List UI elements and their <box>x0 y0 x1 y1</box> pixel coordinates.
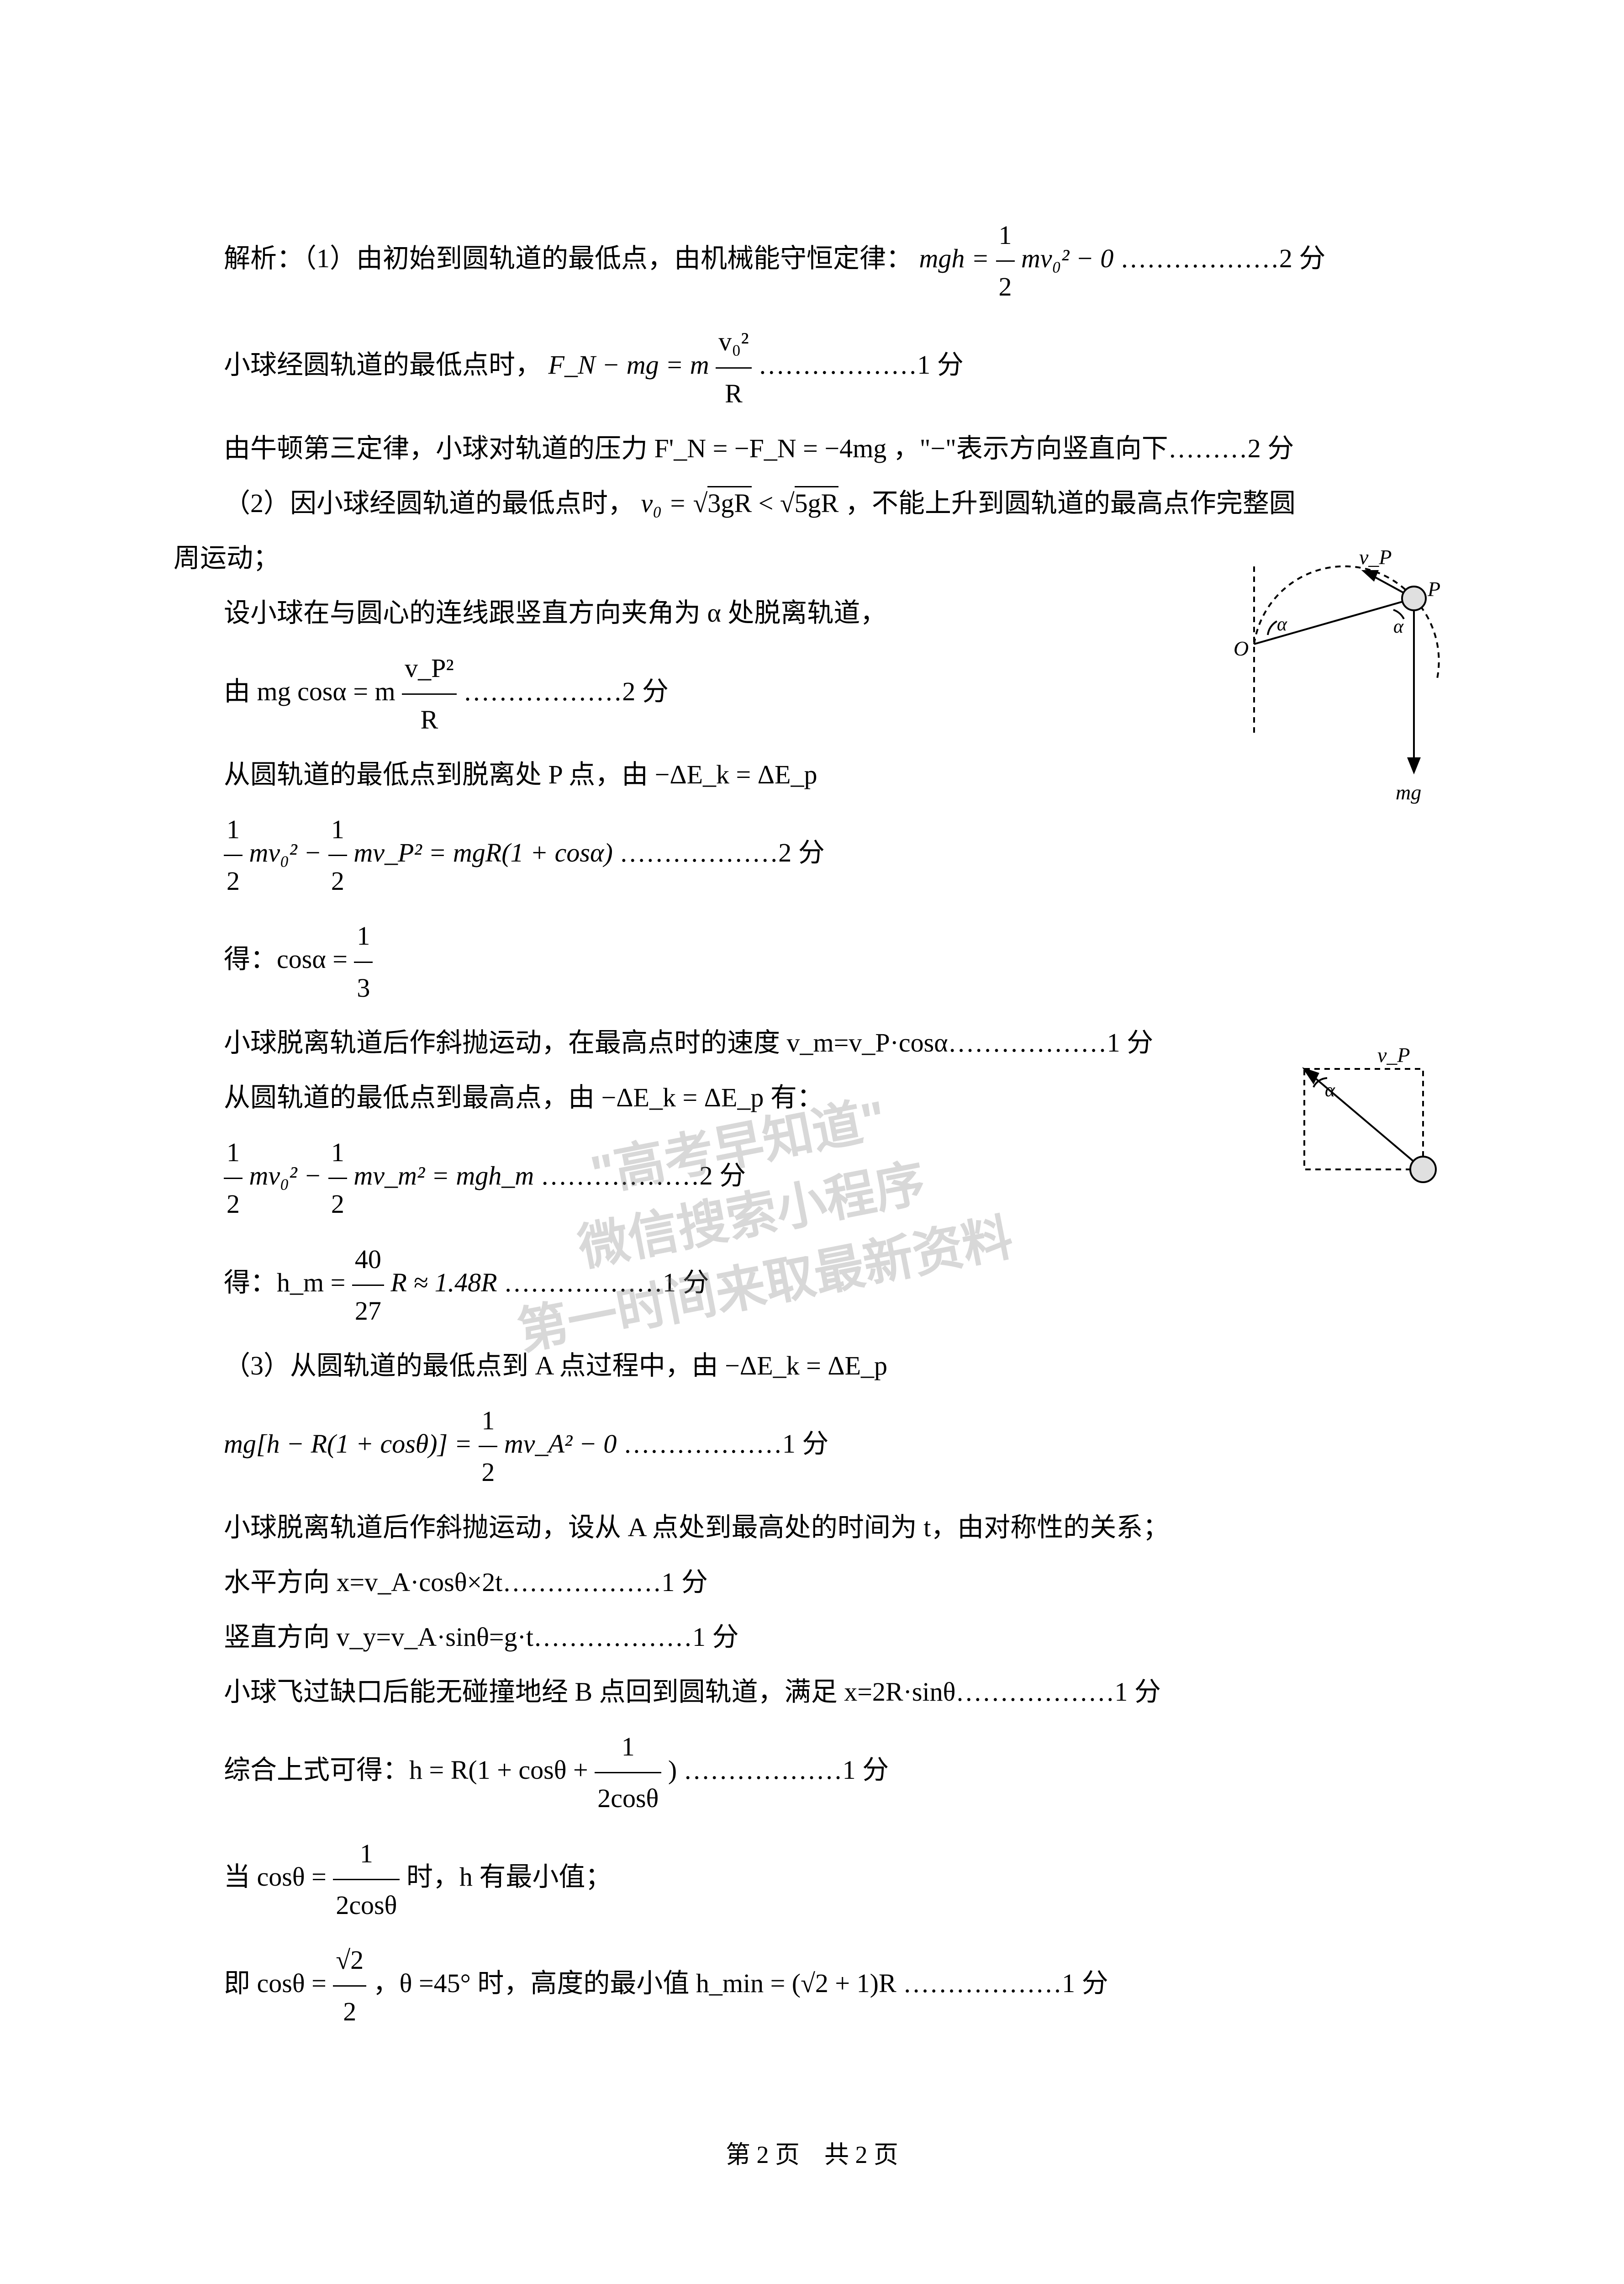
score-dots: ………………2 分 <box>541 1161 746 1190</box>
label-vp: v_P <box>1359 545 1392 569</box>
text: 综合上式可得：h = R(1 + cosθ + <box>224 1755 595 1785</box>
text: 从圆轨道的最低点到最高点，由 −ΔE_k = ΔE_p 有： <box>224 1083 823 1112</box>
text: 竖直方向 v_y=v_A·sinθ=g·t………………1 分 <box>224 1622 739 1652</box>
text: （2）因小球经圆轨道的最低点时， <box>224 488 634 518</box>
text: 小球飞过缺口后能无碰撞地经 B 点回到圆轨道，满足 x=2R·sinθ……………… <box>224 1677 1161 1707</box>
solution-line-2: 小球经圆轨道的最低点时， F_N − mg = m v₀² R ………………1 … <box>164 317 1460 418</box>
solution-line-3: 由牛顿第三定律，小球对轨道的压力 F'_N = −F_N = −4mg ，"−"… <box>164 423 1460 474</box>
solution-line-9: 1 2 mv₀² − 1 2 mv_P² = mgR(1 + cosα) ………… <box>164 804 1460 906</box>
sqrt: 3gR <box>707 486 752 518</box>
solution-line-21: 综合上式可得：h = R(1 + cosθ + 1 2cosθ ) ………………… <box>164 1722 1460 1824</box>
text: 水平方向 x=v_A·cosθ×2t………………1 分 <box>224 1567 708 1597</box>
score-dots: ………………1 分 <box>504 1268 709 1297</box>
text: 由 mg cosα = m <box>224 677 395 706</box>
solution-line-19: 竖直方向 v_y=v_A·sinθ=g·t………………1 分 <box>164 1612 1460 1662</box>
solution-line-14: 得：h_m = 40 27 R ≈ 1.48R ………………1 分 <box>164 1234 1460 1336</box>
score-dots: ………………1 分 <box>684 1755 889 1785</box>
text: 小球脱离轨道后作斜抛运动，设从 A 点处到最高处的时间为 t，由对称性的关系； <box>224 1512 1169 1542</box>
solution-line-20: 小球飞过缺口后能无碰撞地经 B 点回到圆轨道，满足 x=2R·sinθ……………… <box>164 1667 1460 1717</box>
eq: mg[h − R(1 + cosθ)] = <box>224 1429 479 1459</box>
solution-line-11: 小球脱离轨道后作斜抛运动，在最高点时的速度 v_m=v_P·cosα………………… <box>164 1018 1460 1068</box>
score-dots: ………………2 分 <box>619 838 825 867</box>
text: 周运动； <box>174 543 279 573</box>
solution-line-17: 小球脱离轨道后作斜抛运动，设从 A 点处到最高处的时间为 t，由对称性的关系； <box>164 1502 1460 1553</box>
text: 时，h 有最小值； <box>406 1862 612 1892</box>
text: （3）从圆轨道的最低点到 A 点过程中，由 −ΔE_k = ΔE_p <box>224 1351 887 1380</box>
circular-motion-diagram: v_P P O α α mg <box>1213 544 1450 809</box>
text: 小球经圆轨道的最低点时， <box>224 350 542 380</box>
label-vp: v_P <box>1377 1043 1410 1067</box>
fraction: 1 2 <box>996 210 1015 312</box>
eq: v₀ = <box>641 488 693 518</box>
solution-line-18: 水平方向 x=v_A·cosθ×2t………………1 分 <box>164 1557 1460 1607</box>
fraction: v₀² R <box>716 317 752 418</box>
label-alpha2: α <box>1393 616 1404 637</box>
fraction: √2 2 <box>333 1935 366 2037</box>
solution-line-10: 得：cosα = 1 3 <box>164 911 1460 1013</box>
label-O: O <box>1234 637 1249 660</box>
fraction: 1 2cosθ <box>595 1722 661 1824</box>
text: 小球脱离轨道后作斜抛运动，在最高点时的速度 v_m=v_P·cosα………………… <box>224 1028 1153 1057</box>
eq: mv₀² − 0 <box>1021 243 1113 273</box>
text: 当 cosθ = <box>224 1862 333 1892</box>
solution-line-4: （2）因小球经圆轨道的最低点时， v₀ = √3gR < √5gR ，不能上升到… <box>164 478 1460 529</box>
text: 由牛顿第三定律，小球对轨道的压力 F'_N = −F_N = −4mg ，"−"… <box>224 434 1294 463</box>
text: 得：h_m = <box>224 1268 352 1297</box>
eq: mv_m² = mgh_m <box>353 1161 534 1190</box>
fraction: 1 2 <box>224 804 243 906</box>
fraction: 1 2 <box>328 1127 347 1229</box>
eq: mv_A² − 0 <box>504 1429 617 1459</box>
text: 解析：（1）由初始到圆轨道的最低点，由机械能守恒定律： <box>224 243 912 273</box>
text: 得：cosα = <box>224 944 354 974</box>
solution-line-1: 解析：（1）由初始到圆轨道的最低点，由机械能守恒定律： mgh = 1 2 mv… <box>164 210 1460 312</box>
label-alpha1: α <box>1277 614 1287 635</box>
solution-line-22: 当 cosθ = 1 2cosθ 时，h 有最小值； <box>164 1829 1460 1930</box>
fraction: 1 3 <box>354 911 373 1013</box>
score-dots: ………………2 分 <box>1120 243 1326 273</box>
text: 即 cosθ = <box>224 1968 333 1998</box>
label-mg: mg <box>1396 781 1421 804</box>
fraction: 1 2 <box>224 1127 243 1229</box>
sqrt: 5gR <box>795 486 839 518</box>
score-dots: ………………2 分 <box>463 677 669 706</box>
text: ) <box>668 1755 677 1785</box>
fraction: 40 27 <box>352 1234 384 1336</box>
fraction: 1 2 <box>328 804 347 906</box>
label-P: P <box>1427 577 1440 601</box>
solution-line-23: 即 cosθ = √2 2 ，θ =45° 时，高度的最小值 h_min = (… <box>164 1935 1460 2037</box>
eq: mv_P² = mgR(1 + cosα) <box>353 838 612 867</box>
score-dots: ………………1 分 <box>758 350 964 380</box>
text: 从圆轨道的最低点到脱离处 P 点，由 −ΔE_k = ΔE_p <box>224 760 817 789</box>
fraction: 1 2cosθ <box>333 1829 400 1930</box>
text: ，θ =45° 时，高度的最小值 h_min = (√2 + 1)R <box>373 1968 896 1998</box>
fraction: v_P² R <box>402 643 457 745</box>
eq: R ≈ 1.48R <box>390 1268 497 1297</box>
solution-line-15: （3）从圆轨道的最低点到 A 点过程中，由 −ΔE_k = ΔE_p <box>164 1341 1460 1391</box>
fraction: 1 2 <box>479 1396 497 1497</box>
projectile-diagram: v_P α <box>1286 1042 1446 1201</box>
eq: mv₀² − <box>249 1161 328 1190</box>
score-dots: ………………1 分 <box>903 1968 1108 1998</box>
eq: mv₀² − <box>249 838 328 867</box>
solution-line-13: 1 2 mv₀² − 1 2 mv_m² = mgh_m ………………2 分 <box>164 1127 1460 1229</box>
text: 设小球在与圆心的连线跟竖直方向夹角为 α 处脱离轨道， <box>224 598 886 628</box>
score-dots: ………………1 分 <box>623 1429 829 1459</box>
page-footer: 第 2 页 共 2 页 <box>0 2134 1624 2170</box>
eq: mgh = <box>919 243 996 273</box>
lt-sign: < <box>759 488 780 518</box>
eq: F_N − mg = m <box>548 350 709 380</box>
text: ，不能上升到圆轨道的最高点作完整圆 <box>845 488 1296 518</box>
solution-line-12: 从圆轨道的最低点到最高点，由 −ΔE_k = ΔE_p 有： <box>164 1073 1460 1123</box>
solution-line-16: mg[h − R(1 + cosθ)] = 1 2 mv_A² − 0 …………… <box>164 1396 1460 1497</box>
label-alpha: α <box>1325 1080 1335 1101</box>
